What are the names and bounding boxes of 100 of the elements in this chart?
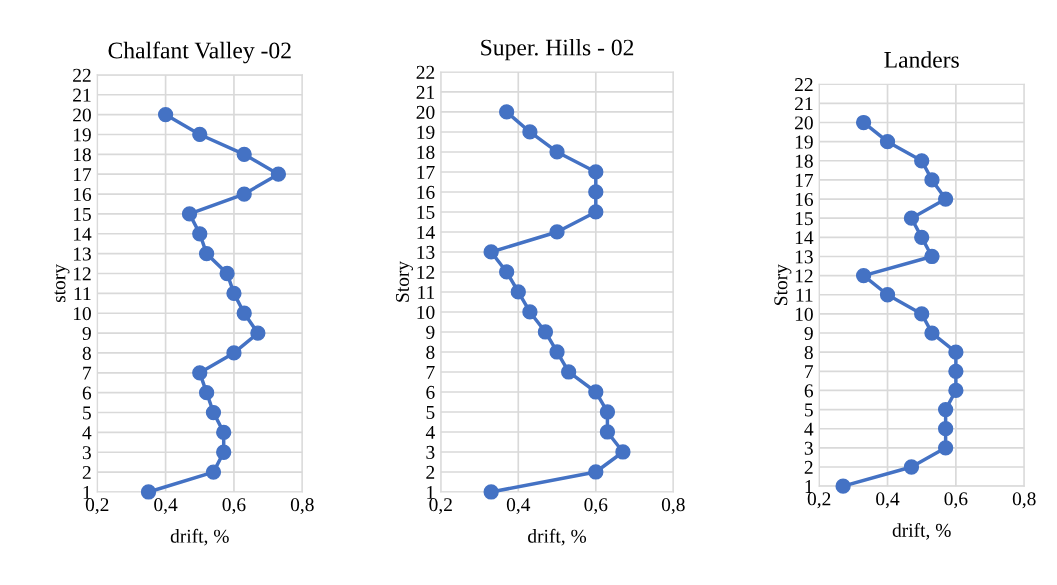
point — [216, 444, 232, 460]
y-tick-label: 17 — [73, 168, 92, 181]
y-tick-label: 12 — [73, 267, 91, 281]
y-tick-label: 16 — [73, 187, 92, 201]
y-tick-label: 19 — [73, 128, 91, 142]
y-tick-label: 10 — [417, 305, 435, 319]
x-axis-title: drift, % — [892, 523, 951, 540]
y-tick-label: 9 — [804, 326, 813, 340]
point — [549, 344, 565, 360]
point — [588, 184, 604, 200]
point — [499, 264, 515, 280]
y-tick-label: 13 — [73, 247, 91, 261]
point — [522, 124, 538, 140]
point — [192, 365, 208, 381]
point — [483, 244, 499, 260]
point — [588, 164, 604, 180]
y-tick-label: 4 — [82, 426, 92, 440]
y-tick-label: 14 — [73, 227, 92, 241]
y-tick-label: 1 — [805, 480, 813, 493]
y-axis-title: Story — [774, 264, 792, 305]
y-tick-label: 6 — [426, 385, 435, 399]
point — [192, 226, 208, 242]
point — [914, 306, 930, 322]
point — [937, 440, 954, 456]
point — [192, 126, 208, 143]
x-tick-label: 0,8 — [661, 498, 685, 515]
y-tick-label: 16 — [795, 192, 814, 206]
y-tick-label: 10 — [795, 307, 813, 321]
y-tick-label: 12 — [417, 265, 435, 279]
y-tick-label: 8 — [426, 345, 435, 359]
point — [219, 265, 235, 282]
point — [903, 210, 920, 226]
y-tick-label: 16 — [417, 185, 435, 199]
point — [236, 146, 252, 162]
chart-title: Landers — [884, 51, 959, 68]
y-tick-label: 15 — [795, 212, 813, 226]
y-tick-label: 12 — [795, 269, 813, 283]
point — [198, 245, 215, 262]
y-tick-label: 6 — [804, 384, 814, 398]
point — [855, 114, 872, 131]
x-axis-title: drift, % — [170, 528, 229, 546]
y-axis-title: story — [54, 264, 70, 303]
point — [537, 324, 554, 340]
point — [522, 304, 538, 320]
y-tick-label: 19 — [795, 135, 813, 149]
point — [879, 287, 896, 303]
point — [937, 191, 954, 207]
point — [588, 464, 604, 480]
y-tick-label: 7 — [426, 365, 435, 379]
y-tick-label: 13 — [795, 250, 813, 264]
point — [599, 404, 616, 420]
point — [588, 204, 604, 220]
y-tick-label: 17 — [417, 165, 435, 179]
point — [924, 172, 940, 188]
point — [549, 224, 565, 240]
x-tick-label: 0,6 — [584, 498, 608, 515]
x-tick-label: 0,8 — [1012, 492, 1036, 509]
y-tick-label: 20 — [416, 105, 435, 119]
x-tick-label: 0,4 — [506, 498, 531, 515]
y-tick-label: 17 — [795, 173, 814, 187]
x-tick-label: 0,2 — [429, 498, 452, 515]
y-tick-label: 7 — [805, 365, 814, 379]
point — [914, 153, 930, 169]
y-tick-label: 11 — [74, 287, 91, 301]
y-tick-label: 2 — [804, 460, 813, 474]
point — [549, 144, 565, 160]
x-tick-label: 0,6 — [944, 492, 968, 509]
y-tick-label: 15 — [417, 205, 435, 219]
chart-title: Super. Hills - 02 — [481, 38, 634, 61]
y-tick-label: 5 — [805, 403, 813, 417]
y-tick-label: 3 — [82, 446, 91, 460]
point — [914, 229, 930, 245]
point — [181, 206, 198, 222]
y-tick-label: 3 — [426, 445, 435, 459]
point — [561, 364, 577, 380]
point — [270, 166, 287, 182]
y-tick-label: 7 — [83, 366, 92, 380]
y-tick-label: 8 — [804, 345, 813, 360]
y-tick-label: 10 — [73, 307, 91, 321]
point — [855, 267, 872, 284]
point — [615, 444, 631, 460]
x-tick-label: 0,4 — [154, 498, 178, 515]
y-tick-label: 4 — [425, 425, 435, 439]
point — [510, 284, 526, 300]
point — [948, 363, 964, 379]
point — [226, 285, 242, 302]
y-tick-label: 14 — [795, 231, 814, 245]
y-tick-label: 22 — [795, 78, 813, 91]
point — [236, 305, 252, 321]
y-tick-label: 4 — [804, 422, 814, 436]
y-tick-label: 1 — [427, 485, 435, 499]
y-tick-label: 18 — [795, 154, 813, 168]
y-tick-label: 11 — [796, 288, 813, 302]
point — [879, 134, 896, 150]
y-tick-label: 22 — [73, 68, 91, 82]
point — [236, 186, 252, 202]
y-tick-label: 2 — [426, 465, 435, 479]
y-tick-label: 18 — [73, 148, 91, 162]
point — [205, 404, 222, 421]
x-tick-label: 0,2 — [807, 492, 831, 509]
